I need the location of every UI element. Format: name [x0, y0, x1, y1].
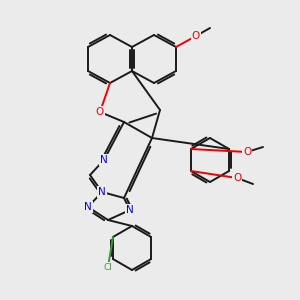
Text: N: N — [126, 205, 134, 215]
Text: Cl: Cl — [103, 262, 112, 272]
Text: N: N — [100, 155, 108, 165]
Text: O: O — [96, 107, 104, 117]
Text: O: O — [192, 31, 200, 41]
Text: O: O — [243, 147, 251, 157]
Text: N: N — [98, 187, 106, 197]
Text: N: N — [84, 202, 92, 212]
Text: O: O — [233, 173, 241, 183]
